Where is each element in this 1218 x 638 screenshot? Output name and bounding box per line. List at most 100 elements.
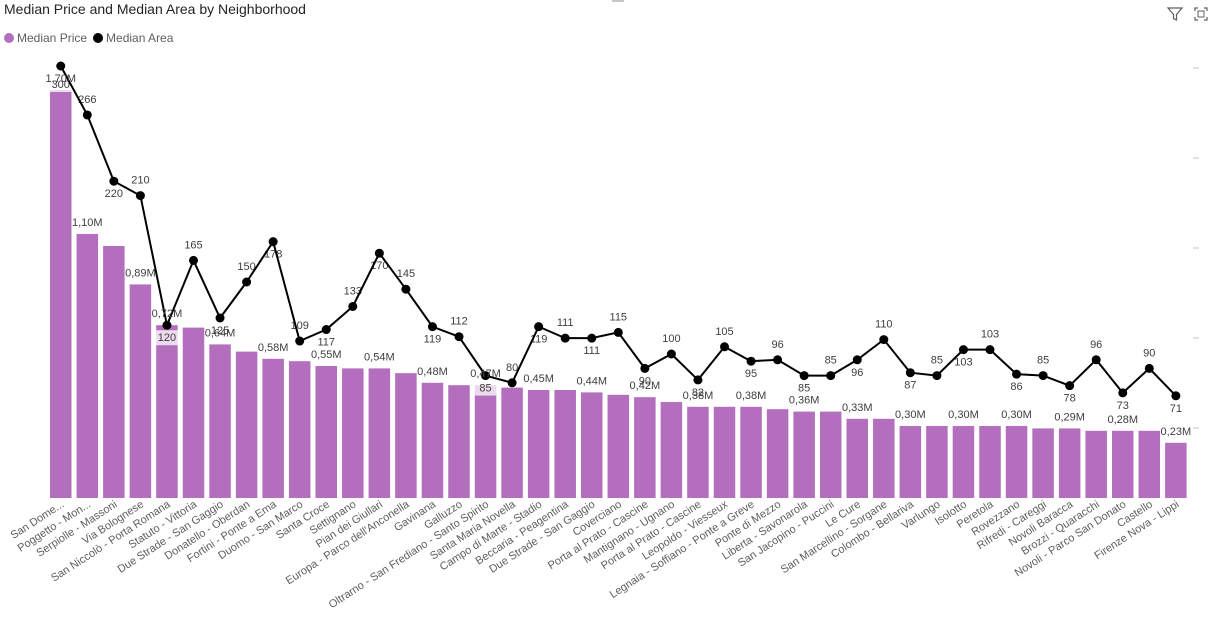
price-bar[interactable] xyxy=(1032,428,1054,498)
filter-icon[interactable] xyxy=(1166,5,1184,23)
area-point[interactable] xyxy=(534,322,544,332)
area-point[interactable] xyxy=(852,355,862,365)
price-bar[interactable] xyxy=(315,366,338,498)
area-point[interactable] xyxy=(454,332,464,342)
area-point[interactable] xyxy=(268,237,278,247)
price-bar[interactable] xyxy=(342,368,364,498)
price-bar[interactable] xyxy=(926,426,948,498)
legend-item-price[interactable]: Median Price xyxy=(4,31,87,45)
area-point[interactable] xyxy=(82,110,92,120)
area-data-label: 96 xyxy=(771,339,783,351)
area-point[interactable] xyxy=(826,371,836,381)
price-bar[interactable] xyxy=(1005,426,1028,498)
price-bar[interactable] xyxy=(660,402,683,498)
price-bar[interactable] xyxy=(235,351,258,498)
price-bar[interactable] xyxy=(819,411,842,498)
price-bar[interactable] xyxy=(952,426,975,498)
area-point[interactable] xyxy=(560,333,570,343)
price-bar[interactable] xyxy=(156,325,178,498)
area-point[interactable] xyxy=(242,277,252,287)
area-point[interactable] xyxy=(1171,391,1181,401)
area-point[interactable] xyxy=(348,301,358,311)
area-point[interactable] xyxy=(295,336,305,346)
area-data-label: 80 xyxy=(506,362,518,374)
price-bar[interactable] xyxy=(129,284,152,498)
drag-handle[interactable] xyxy=(612,0,624,2)
price-bar[interactable] xyxy=(182,327,205,498)
area-point[interactable] xyxy=(905,368,915,378)
area-point[interactable] xyxy=(109,176,119,186)
area-point[interactable] xyxy=(135,191,145,201)
area-point[interactable] xyxy=(693,375,703,385)
price-bar[interactable] xyxy=(1085,430,1107,498)
price-bar[interactable] xyxy=(501,387,523,498)
price-bar[interactable] xyxy=(421,382,444,498)
price-bar[interactable] xyxy=(581,392,603,498)
price-bar[interactable] xyxy=(846,418,869,498)
price-bar[interactable] xyxy=(1112,430,1134,498)
area-point[interactable] xyxy=(1091,355,1101,365)
price-bar[interactable] xyxy=(50,90,72,498)
price-bar[interactable] xyxy=(899,426,922,498)
price-bar[interactable] xyxy=(527,390,550,498)
area-point[interactable] xyxy=(958,345,968,355)
price-bar[interactable] xyxy=(687,406,709,498)
area-data-label: 90 xyxy=(1143,347,1155,359)
legend-area-swatch xyxy=(93,33,104,43)
price-bar[interactable] xyxy=(740,406,762,498)
price-bar[interactable] xyxy=(1058,428,1081,498)
price-bar[interactable] xyxy=(103,246,125,498)
area-point[interactable] xyxy=(640,363,650,373)
price-bar[interactable] xyxy=(474,385,497,498)
price-bar[interactable] xyxy=(368,368,391,498)
area-point[interactable] xyxy=(932,371,942,381)
area-point[interactable] xyxy=(666,349,676,359)
price-bar[interactable] xyxy=(793,411,815,498)
price-bar[interactable] xyxy=(634,397,656,498)
focus-mode-icon[interactable] xyxy=(1192,5,1210,23)
area-point[interactable] xyxy=(1118,388,1128,398)
area-point[interactable] xyxy=(215,313,225,323)
area-point[interactable] xyxy=(427,322,437,332)
area-point[interactable] xyxy=(587,333,597,343)
price-bar[interactable] xyxy=(607,394,630,498)
price-bars xyxy=(50,90,1187,498)
price-bar[interactable] xyxy=(873,418,895,498)
price-bar[interactable] xyxy=(554,390,576,498)
area-point[interactable] xyxy=(985,345,995,355)
price-bar[interactable] xyxy=(979,426,1001,498)
area-point[interactable] xyxy=(162,320,172,330)
area-point[interactable] xyxy=(507,378,517,388)
area-point[interactable] xyxy=(1038,371,1048,381)
price-bar[interactable] xyxy=(448,385,470,498)
price-bar[interactable] xyxy=(262,358,284,498)
area-point[interactable] xyxy=(481,371,491,381)
area-point[interactable] xyxy=(321,325,331,335)
area-point[interactable] xyxy=(799,371,809,381)
area-point[interactable] xyxy=(1065,381,1075,391)
area-point[interactable] xyxy=(773,355,783,365)
price-bar[interactable] xyxy=(1138,430,1161,498)
area-point[interactable] xyxy=(189,255,198,265)
price-bar[interactable] xyxy=(288,361,311,498)
price-bar[interactable] xyxy=(76,234,99,498)
price-bar[interactable] xyxy=(766,409,789,498)
price-bar[interactable] xyxy=(395,373,417,498)
price-data-label: 0,58M xyxy=(258,342,289,354)
area-point[interactable] xyxy=(56,61,66,71)
area-point[interactable] xyxy=(374,248,384,258)
area-label-bg xyxy=(99,186,129,202)
price-bar[interactable] xyxy=(209,344,231,498)
area-point[interactable] xyxy=(746,356,756,366)
area-data-label: 82 xyxy=(692,387,704,399)
area-data-label: 105 xyxy=(715,326,733,338)
price-bar[interactable] xyxy=(1165,442,1187,498)
area-point[interactable] xyxy=(1144,363,1154,373)
price-bar[interactable] xyxy=(713,406,736,498)
legend-item-area[interactable]: Median Area xyxy=(93,31,173,45)
area-point[interactable] xyxy=(1012,369,1022,379)
area-point[interactable] xyxy=(401,284,411,294)
area-point[interactable] xyxy=(720,342,729,352)
area-point[interactable] xyxy=(879,335,889,345)
area-point[interactable] xyxy=(613,327,623,337)
